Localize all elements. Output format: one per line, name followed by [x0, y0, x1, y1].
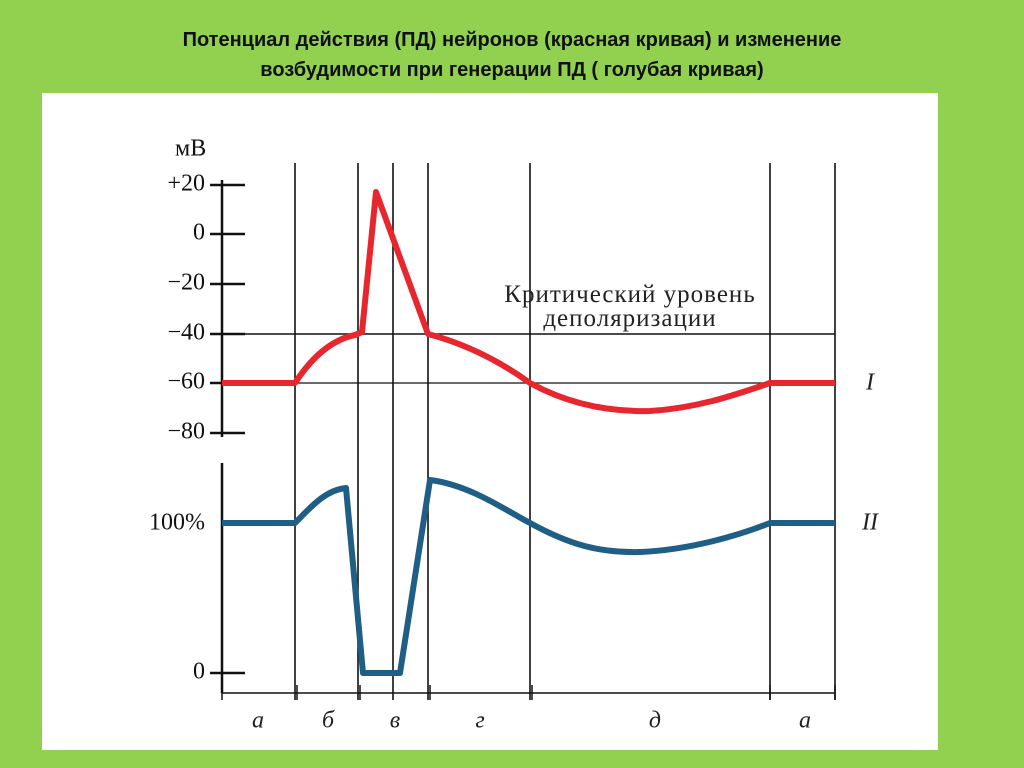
phase-label: б	[322, 708, 335, 734]
phase-label: а	[799, 708, 811, 734]
title-line: возбудимости при генерации ПД ( голубая …	[260, 59, 763, 81]
excitability-curve	[222, 477, 835, 676]
mv-label: −40	[167, 320, 205, 346]
threshold-label: деполяризации	[543, 305, 716, 332]
phase-label: а	[252, 708, 264, 734]
phase-label: д	[649, 708, 661, 734]
curve-label: I	[865, 370, 875, 396]
unit-label: мВ	[175, 136, 206, 162]
excitability-label: 100%	[149, 510, 205, 536]
title-line: Потенциал действия (ПД) нейронов (красна…	[183, 29, 842, 51]
curve-label: II	[861, 510, 879, 536]
grid	[222, 163, 836, 700]
excitability-label: 0	[193, 659, 205, 685]
axes	[210, 180, 836, 700]
mv-label: 0	[193, 220, 205, 246]
action-potential-curve	[222, 189, 835, 415]
mv-label: −20	[167, 270, 205, 296]
mv-label: −60	[167, 369, 205, 395]
mv-label: +20	[167, 171, 205, 197]
phase-label: в	[390, 708, 400, 734]
panel	[42, 93, 938, 750]
threshold-label: Критический уровень	[504, 281, 755, 308]
mv-label: −80	[167, 419, 205, 445]
phase-label: г	[475, 708, 484, 734]
